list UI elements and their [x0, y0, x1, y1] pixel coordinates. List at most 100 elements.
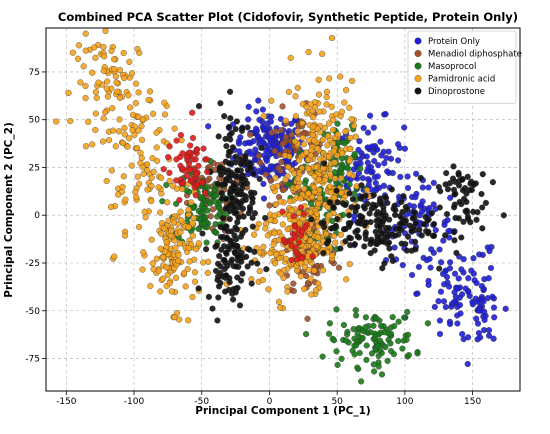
- data-point: [279, 208, 286, 215]
- data-point: [346, 190, 353, 197]
- data-point: [120, 173, 127, 180]
- data-point: [112, 73, 119, 80]
- data-point: [290, 280, 297, 287]
- legend-marker: [414, 37, 422, 45]
- data-point: [215, 283, 223, 290]
- data-point: [253, 108, 260, 115]
- data-point: [300, 210, 307, 218]
- data-point: [281, 186, 288, 193]
- data-point: [280, 236, 287, 243]
- data-point: [189, 232, 196, 239]
- data-point: [195, 225, 202, 233]
- data-point: [337, 245, 344, 252]
- data-point: [188, 176, 195, 183]
- data-point: [179, 185, 186, 193]
- data-point: [301, 185, 308, 193]
- data-point: [473, 279, 480, 287]
- data-point: [277, 198, 284, 205]
- data-point: [426, 204, 433, 212]
- data-point: [218, 171, 225, 178]
- data-point: [102, 27, 109, 34]
- data-point: [325, 132, 332, 139]
- data-point: [375, 352, 382, 359]
- data-point: [110, 127, 117, 134]
- data-point: [310, 114, 317, 121]
- data-point: [137, 149, 144, 156]
- data-point: [288, 242, 295, 249]
- data-point: [271, 230, 278, 237]
- data-point: [414, 350, 421, 357]
- data-point: [225, 160, 232, 167]
- data-point: [101, 53, 108, 60]
- data-point: [384, 168, 391, 175]
- data-point: [228, 256, 236, 263]
- series-dinoprostone: [195, 88, 507, 324]
- data-point: [120, 49, 127, 57]
- data-point: [346, 261, 353, 268]
- data-point: [346, 104, 353, 111]
- data-point: [267, 250, 274, 257]
- data-point: [170, 219, 178, 226]
- data-point: [168, 288, 175, 295]
- data-point: [377, 200, 384, 208]
- data-point: [441, 281, 448, 288]
- data-point: [297, 273, 304, 280]
- data-point: [397, 173, 404, 180]
- data-point: [491, 314, 498, 321]
- data-point: [195, 103, 203, 110]
- data-point: [161, 225, 168, 232]
- data-point: [389, 314, 396, 321]
- data-point: [193, 181, 201, 189]
- legend-marker: [414, 75, 422, 82]
- x-tick-label: -50: [194, 397, 209, 407]
- legend-marker: [414, 50, 422, 57]
- data-point: [139, 116, 146, 123]
- legend-label: Pamidronic acid: [428, 75, 495, 85]
- x-tick-label: -100: [124, 397, 145, 407]
- data-point: [341, 140, 348, 147]
- data-point: [140, 249, 147, 256]
- data-point: [328, 34, 336, 42]
- data-point: [95, 79, 102, 86]
- data-point: [232, 263, 240, 270]
- data-point: [223, 143, 230, 150]
- data-point: [378, 238, 385, 245]
- data-point: [484, 295, 491, 302]
- data-point: [369, 143, 376, 150]
- data-point: [297, 195, 304, 202]
- data-point: [256, 116, 263, 123]
- data-point: [440, 237, 447, 244]
- data-point: [242, 196, 249, 203]
- x-tick-label: 0: [267, 397, 273, 407]
- data-point: [459, 176, 466, 183]
- data-point: [163, 264, 170, 271]
- data-point: [187, 142, 194, 149]
- data-point: [353, 342, 360, 349]
- data-point: [450, 229, 458, 236]
- data-point: [475, 307, 482, 314]
- data-point: [320, 267, 327, 274]
- data-point: [455, 171, 462, 178]
- data-point: [292, 113, 299, 120]
- data-point: [478, 190, 485, 198]
- data-point: [435, 298, 442, 305]
- data-point: [173, 177, 180, 184]
- data-point: [370, 124, 377, 131]
- data-point: [187, 166, 194, 173]
- data-point: [367, 112, 374, 119]
- data-point: [102, 109, 109, 116]
- data-point: [315, 91, 323, 98]
- data-point: [479, 225, 486, 232]
- data-point: [114, 88, 121, 95]
- data-point: [361, 243, 368, 250]
- data-point: [320, 136, 327, 143]
- data-point: [138, 136, 146, 143]
- data-point: [378, 322, 385, 330]
- data-point: [314, 145, 321, 152]
- data-point: [287, 54, 294, 61]
- data-point: [180, 270, 188, 277]
- data-point: [453, 249, 460, 256]
- data-point: [350, 326, 357, 333]
- data-point: [464, 360, 471, 368]
- data-point: [468, 267, 475, 274]
